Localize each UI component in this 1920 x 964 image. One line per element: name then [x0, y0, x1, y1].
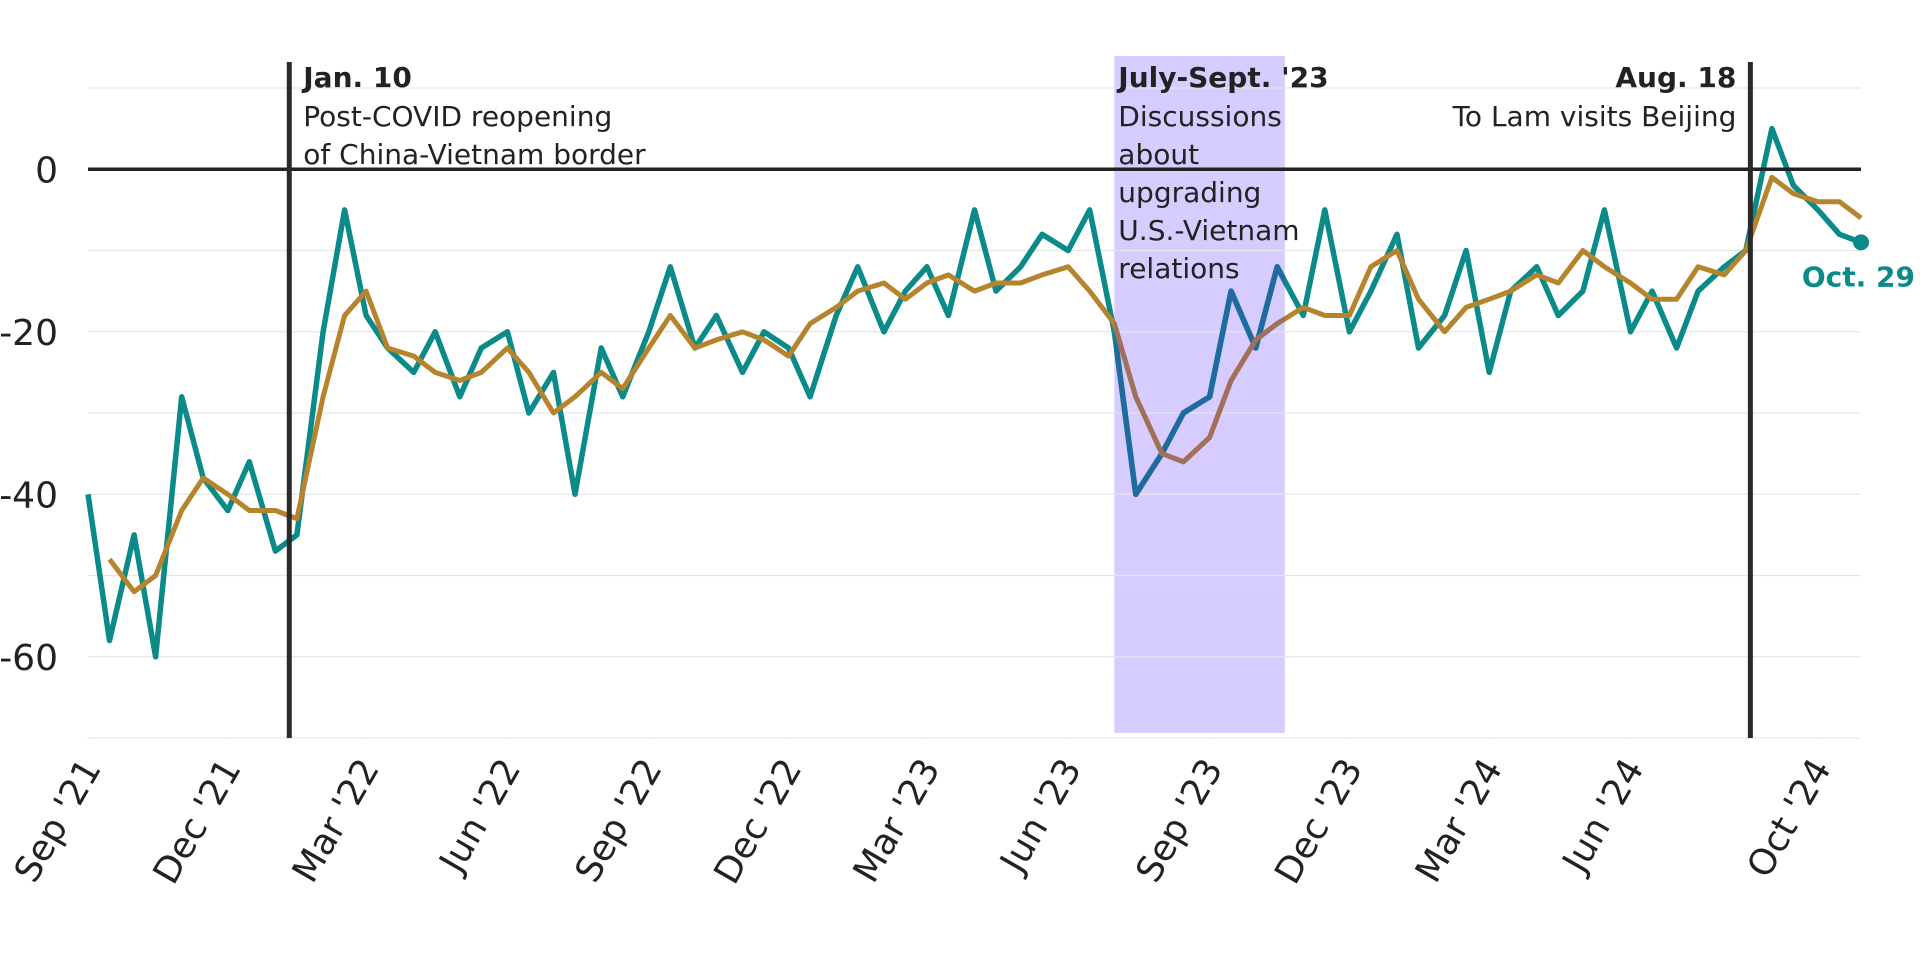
x-tick-label: Mar '22	[285, 752, 388, 889]
band-text: about	[1118, 138, 1199, 171]
series-line	[107, 174, 1863, 595]
end-dot	[1853, 234, 1869, 251]
x-tick-label: Mar '23	[846, 752, 949, 889]
y-tick-label: -40	[0, 475, 58, 516]
event-text: To Lam visits Beijing	[1452, 100, 1737, 133]
event-text: of China-Vietnam border	[303, 138, 646, 171]
end-label: Oct. 29	[1802, 260, 1915, 293]
x-tick-label: Jun '23	[992, 752, 1090, 881]
x-tick-label: Jun '24	[1554, 752, 1652, 881]
band-text: upgrading	[1118, 176, 1261, 209]
y-tick-label: -20	[0, 313, 58, 354]
event-text: Post-COVID reopening	[303, 100, 612, 133]
x-tick-label: Dec '23	[1267, 752, 1371, 891]
band-text: U.S.-Vietnam	[1118, 214, 1299, 247]
x-tick-label: Jun '22	[431, 752, 529, 881]
band-text: Discussions	[1118, 100, 1282, 133]
series-line	[85, 125, 1862, 660]
y-tick-label: -60	[0, 638, 58, 679]
x-tick-label: Sep '23	[1128, 752, 1231, 889]
event-title: Jan. 10	[301, 61, 412, 94]
y-tick-label: 0	[35, 150, 58, 191]
x-tick-label: Dec '22	[706, 752, 810, 891]
x-tick-label: Mar '24	[1408, 752, 1511, 889]
event-title: Aug. 18	[1615, 61, 1736, 94]
band-title: July-Sept. '23	[1116, 61, 1328, 94]
x-tick-label: Sep '21	[7, 752, 110, 889]
band-text: relations	[1118, 252, 1239, 285]
x-tick-label: Sep '22	[568, 752, 671, 889]
x-tick-label: Dec '21	[146, 752, 250, 891]
x-tick-label: Oct '24	[1740, 752, 1840, 885]
